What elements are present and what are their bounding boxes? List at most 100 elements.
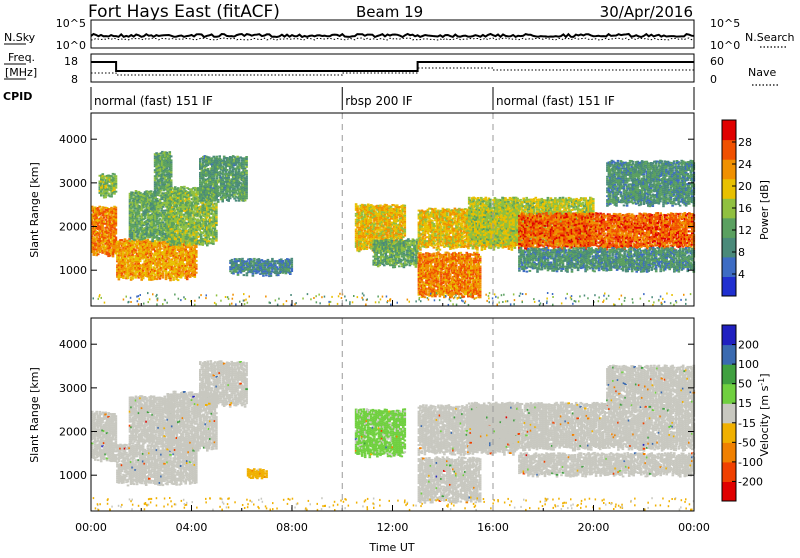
data-cell: [124, 263, 127, 265]
data-cell: [133, 210, 136, 212]
data-cell: [115, 207, 118, 209]
data-cell: [103, 221, 106, 223]
frequency-trace: [91, 62, 694, 71]
data-cell: [122, 275, 125, 277]
data-cell: [168, 271, 171, 273]
noise-right-label: N.Search: [745, 31, 795, 44]
data-cell: [113, 189, 116, 191]
noise-right-tick-bottom: 10^0: [710, 39, 740, 52]
data-cell: [100, 191, 103, 193]
data-cell: [165, 278, 168, 280]
data-cell: [115, 225, 118, 227]
data-cell: [115, 215, 118, 217]
data-cell: [148, 249, 151, 251]
data-cell: [133, 239, 136, 241]
data-cell: [110, 196, 113, 198]
data-cell: [195, 246, 198, 248]
data-cell: [115, 213, 118, 215]
data-cell: [150, 251, 153, 253]
data-cell: [107, 239, 110, 241]
data-cell: [195, 252, 198, 254]
data-cell: [94, 246, 97, 248]
data-cell: [139, 192, 142, 194]
data-cell: [118, 278, 121, 280]
data-cell: [115, 219, 118, 221]
data-cell: [195, 266, 198, 268]
data-cell: [136, 226, 139, 228]
noise-left-tick-top: 10^5: [56, 17, 86, 30]
data-cell: [100, 216, 103, 218]
data-cell: [107, 214, 110, 216]
noise-panel: N.Sky 10^5 10^0 10^5 10^0 N.Search: [4, 17, 795, 52]
noise-sky-trace: [91, 34, 694, 37]
data-cell: [195, 260, 198, 262]
radar-summary-plot: Fort Hays East (fitACF) Beam 19 30/Apr/2…: [0, 0, 800, 554]
data-cell: [195, 268, 198, 270]
data-cell: [115, 175, 118, 177]
data-cell: [104, 219, 107, 221]
data-cell: [115, 211, 118, 213]
data-cell: [107, 193, 110, 195]
cpid-segment-label: normal (fast) 151 IF: [496, 94, 615, 108]
data-cell: [131, 256, 134, 258]
data-cell: [156, 278, 159, 280]
freq-tick-top: 18: [64, 55, 78, 68]
data-cell: [159, 278, 162, 280]
noise-left-tick-bottom: 10^0: [56, 39, 86, 52]
data-cell: [100, 248, 103, 250]
data-cell: [142, 277, 145, 279]
data-cell: [115, 229, 118, 231]
data-cell: [124, 260, 127, 262]
data-cell: [112, 255, 115, 257]
freq-tick-bottom: 8: [71, 73, 78, 86]
data-cell: [119, 247, 122, 249]
data-cell: [115, 239, 118, 241]
data-cell: [191, 246, 194, 248]
data-cell: [104, 196, 107, 198]
data-cell: [115, 221, 118, 223]
data-cell: [115, 185, 118, 187]
data-cell: [134, 249, 137, 251]
data-cell: [115, 177, 118, 179]
data-cell: [147, 239, 150, 241]
nave-label: Nave: [748, 66, 776, 79]
data-cell: [194, 276, 197, 278]
data-cell: [174, 250, 177, 252]
data-cell: [115, 231, 118, 233]
data-cell: [109, 255, 112, 257]
data-cell: [169, 279, 172, 281]
data-cell: [115, 217, 118, 219]
data-cell: [93, 237, 96, 239]
data-cell: [186, 278, 189, 280]
data-cell: [109, 247, 112, 249]
data-cell: [127, 277, 130, 279]
freq-label: Freq.: [8, 51, 35, 64]
noise-left-label: N.Sky: [4, 31, 36, 44]
data-cell: [136, 218, 139, 220]
data-cell: [194, 274, 197, 276]
data-cell: [112, 253, 115, 255]
data-cell: [115, 209, 118, 211]
data-cell: [163, 258, 166, 260]
data-cell: [181, 271, 184, 273]
cpid-segment-label: normal (fast) 151 IF: [94, 94, 213, 108]
data-cell: [175, 252, 178, 254]
data-cell: [159, 250, 162, 252]
data-cell: [165, 270, 168, 272]
data-cell: [138, 213, 141, 215]
cpid-label: CPID: [3, 90, 32, 103]
data-cell: [106, 183, 109, 185]
data-cell: [177, 279, 180, 281]
frequency-panel: Freq. [MHz] 18 8 60 0 Nave: [4, 51, 780, 86]
data-cell: [195, 250, 198, 252]
beam-label: Beam 19: [356, 3, 423, 21]
data-cell: [159, 246, 162, 248]
data-cell: [195, 264, 198, 266]
data-cell: [144, 217, 147, 219]
cpid-segment-label: rbsp 200 IF: [345, 94, 412, 108]
noise-right-tick-top: 10^5: [710, 17, 740, 30]
data-cell: [118, 256, 121, 258]
data-cell: [98, 206, 101, 208]
date-label: 30/Apr/2016: [600, 3, 693, 21]
data-cell: [102, 173, 105, 175]
